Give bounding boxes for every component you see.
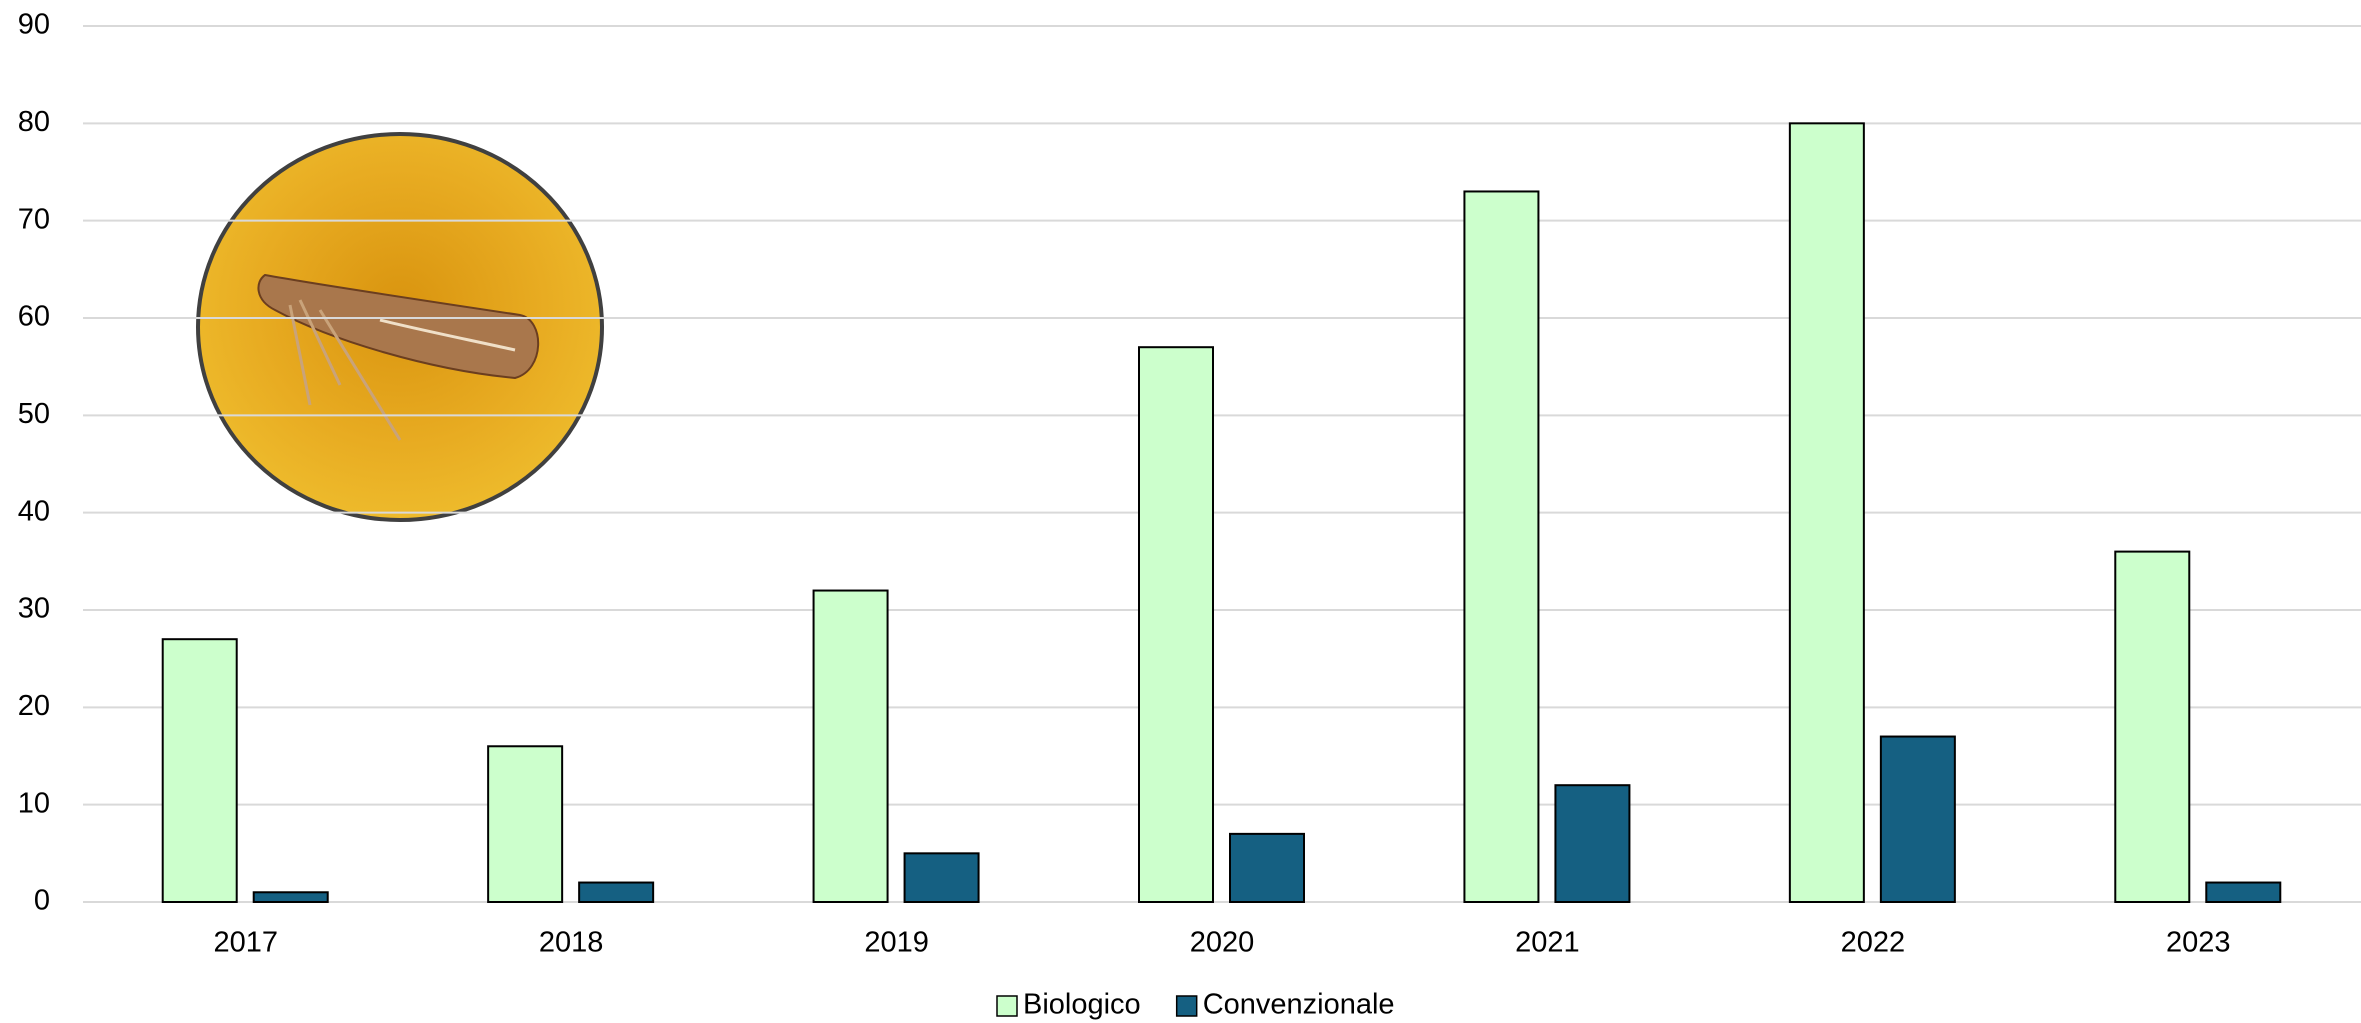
bar bbox=[2205, 881, 2282, 903]
bar bbox=[1554, 784, 1631, 904]
legend-label: Biologico bbox=[1023, 989, 1141, 1021]
bar bbox=[252, 891, 329, 903]
bar bbox=[487, 745, 564, 903]
y-tick-label: 70 bbox=[18, 203, 50, 235]
x-tick-label: 2023 bbox=[2166, 927, 2231, 959]
y-tick-label: 20 bbox=[18, 690, 50, 722]
x-tick-label: 2020 bbox=[1190, 927, 1255, 959]
legend-label: Convenzionale bbox=[1203, 989, 1395, 1021]
bar bbox=[1229, 832, 1305, 903]
legend-swatch bbox=[996, 995, 1018, 1017]
bar bbox=[1463, 190, 1540, 903]
y-tick-label: 10 bbox=[18, 787, 50, 819]
insect-photo bbox=[196, 132, 604, 522]
bar bbox=[1788, 122, 1865, 904]
y-tick-label: 60 bbox=[18, 301, 50, 333]
x-tick-label: 2017 bbox=[213, 927, 278, 959]
x-tick-label: 2021 bbox=[1515, 927, 1580, 959]
y-tick-label: 80 bbox=[18, 106, 50, 138]
bar bbox=[1879, 735, 1956, 903]
bar bbox=[1138, 346, 1214, 903]
x-tick-label: 2022 bbox=[1841, 927, 1906, 959]
y-tick-label: 40 bbox=[18, 495, 50, 527]
x-tick-label: 2018 bbox=[539, 927, 604, 959]
bar bbox=[2114, 550, 2191, 903]
y-tick-label: 30 bbox=[18, 593, 50, 625]
bar bbox=[903, 852, 980, 903]
y-tick-label: 50 bbox=[18, 398, 50, 430]
bar bbox=[161, 638, 238, 903]
legend-swatch bbox=[1175, 995, 1198, 1017]
bar bbox=[812, 589, 889, 903]
x-tick-label: 2019 bbox=[864, 927, 929, 959]
y-tick-label: 90 bbox=[18, 9, 50, 41]
y-tick-label: 0 bbox=[34, 885, 50, 917]
bar bbox=[578, 881, 655, 903]
